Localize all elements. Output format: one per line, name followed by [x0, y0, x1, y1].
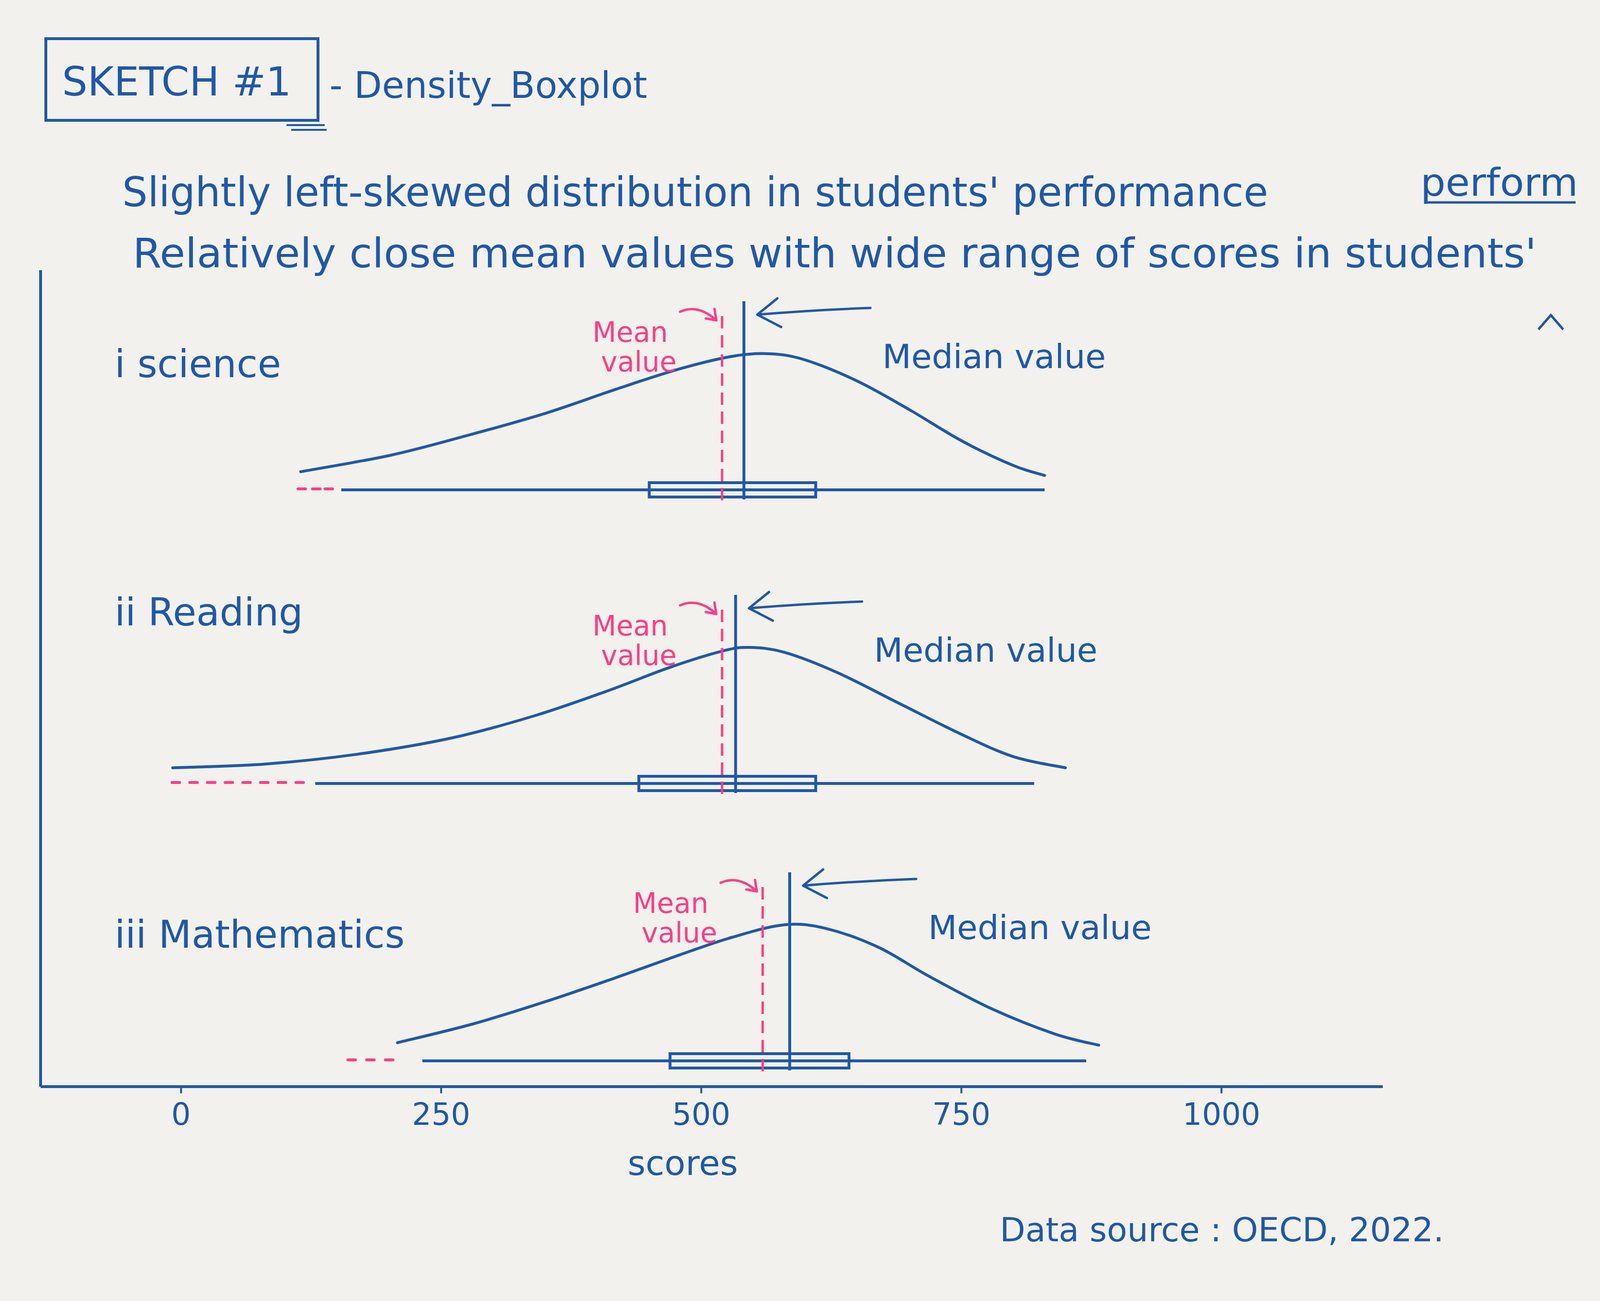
x-tick	[700, 1086, 703, 1094]
subtitle: - Density_Boxplot	[329, 63, 647, 107]
box	[669, 1053, 849, 1069]
mean-arrow	[679, 308, 717, 321]
title: SKETCH #1	[62, 58, 292, 106]
series-label: iii Mathematics	[114, 912, 405, 957]
mean-label: Mean value	[633, 887, 718, 950]
series-marks	[297, 301, 1045, 501]
x-axis	[40, 1085, 1383, 1089]
y-axis	[39, 270, 43, 1087]
median-line	[742, 301, 746, 500]
x-tick-label: 500	[672, 1096, 731, 1133]
median-arrow	[803, 869, 917, 899]
x-tick-label: 250	[412, 1096, 471, 1133]
median-line	[788, 872, 792, 1071]
series-label: i science	[114, 341, 282, 387]
median-label: Median value	[874, 630, 1098, 670]
outlier	[325, 487, 333, 491]
median-label: Median value	[882, 337, 1106, 377]
series-marks	[171, 594, 1066, 795]
median-arrow	[757, 298, 871, 328]
outlier	[278, 781, 287, 785]
outlier	[385, 1058, 393, 1062]
outlier	[312, 487, 320, 491]
annotation: perform	[1420, 160, 1579, 205]
outlier	[297, 487, 306, 491]
mean-label-line: value	[601, 639, 677, 672]
series-marks	[348, 872, 1100, 1072]
series-label: ii Reading	[114, 590, 304, 635]
mean-label: Mean value	[592, 609, 677, 672]
median-label: Median value	[928, 908, 1152, 948]
chart-root: SKETCH #1 - Density_Boxplot Slightly left-…	[0, 0, 1600, 1301]
median-line	[734, 594, 738, 794]
source: Data source : OECD, 2022.	[999, 1210, 1444, 1250]
mean-label: Mean value	[592, 316, 677, 379]
outlier	[224, 781, 233, 785]
title-underline	[286, 125, 327, 130]
paper	[0, 0, 1600, 1301]
x-tick-label: 1000	[1182, 1096, 1261, 1133]
x-axis-label: scores	[627, 1143, 739, 1184]
outlier	[171, 781, 180, 785]
x-tick	[1220, 1086, 1223, 1094]
mean-line	[761, 880, 764, 1072]
outlier	[242, 781, 251, 785]
whisker	[341, 488, 1045, 492]
mean-label-line: value	[601, 345, 677, 379]
whisker	[422, 1059, 1087, 1063]
mean-line	[720, 603, 724, 795]
outlier	[260, 781, 269, 785]
mean-label-line: Mean	[633, 887, 718, 920]
mean-label-line: Mean	[592, 609, 677, 643]
outlier	[189, 781, 198, 785]
mean-label-line: Mean	[592, 316, 677, 349]
outlier	[207, 781, 215, 785]
mean-arrow	[679, 602, 717, 615]
x-tick	[440, 1086, 443, 1094]
annotation: Relatively close mean values with wide r…	[132, 229, 1537, 277]
mean-line	[720, 309, 724, 501]
x-tick	[960, 1086, 963, 1094]
outlier	[296, 781, 304, 785]
annotation: Slightly left-skewed distribution in stu…	[122, 168, 1269, 216]
outlier	[348, 1058, 356, 1062]
outlier	[366, 1058, 375, 1062]
x-tick-label: 750	[932, 1096, 991, 1133]
box	[638, 776, 816, 791]
x-tick-label: 0	[171, 1096, 191, 1133]
title-box	[45, 38, 318, 121]
whisker	[315, 782, 1035, 785]
mean-arrow	[720, 879, 757, 892]
x-tick	[180, 1086, 182, 1094]
box	[649, 482, 816, 498]
mean-label-line: value	[641, 916, 718, 950]
insert-caret	[1427, 202, 1576, 330]
median-arrow	[749, 592, 863, 621]
